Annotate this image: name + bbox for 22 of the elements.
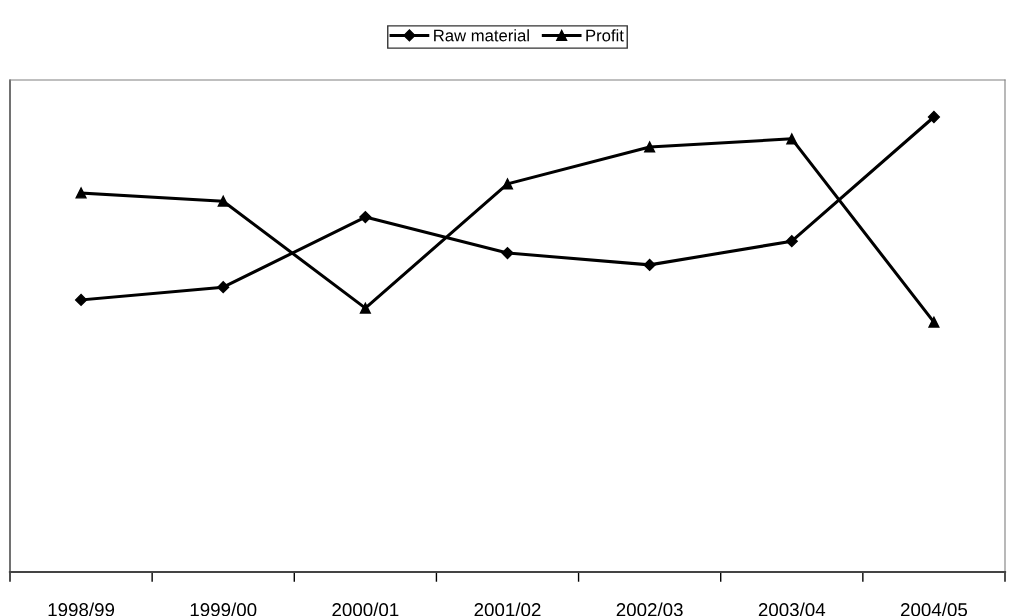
- point: [785, 235, 798, 248]
- point: [786, 133, 798, 145]
- point: [643, 258, 656, 271]
- x-tick-label: 2002/03: [616, 602, 683, 616]
- x-tick-label: 1998/99: [48, 602, 115, 616]
- point: [501, 246, 514, 260]
- legend-label: Raw material: [434, 29, 529, 42]
- legend-label: Profit: [586, 29, 624, 42]
- x-tick-label: 2003/04: [758, 602, 826, 616]
- point: [217, 281, 230, 294]
- point: [75, 187, 87, 199]
- x-tick-label: 2001/02: [474, 602, 541, 616]
- point: [74, 293, 88, 307]
- point: [927, 110, 941, 124]
- x-tick-label: 1999/00: [190, 602, 257, 616]
- point: [217, 195, 229, 207]
- x-tick-label: 2000/01: [332, 602, 399, 616]
- point: [644, 141, 656, 153]
- point: [359, 211, 372, 224]
- point: [359, 302, 371, 314]
- point: [928, 316, 940, 328]
- x-tick-label: 2004/05: [900, 602, 968, 616]
